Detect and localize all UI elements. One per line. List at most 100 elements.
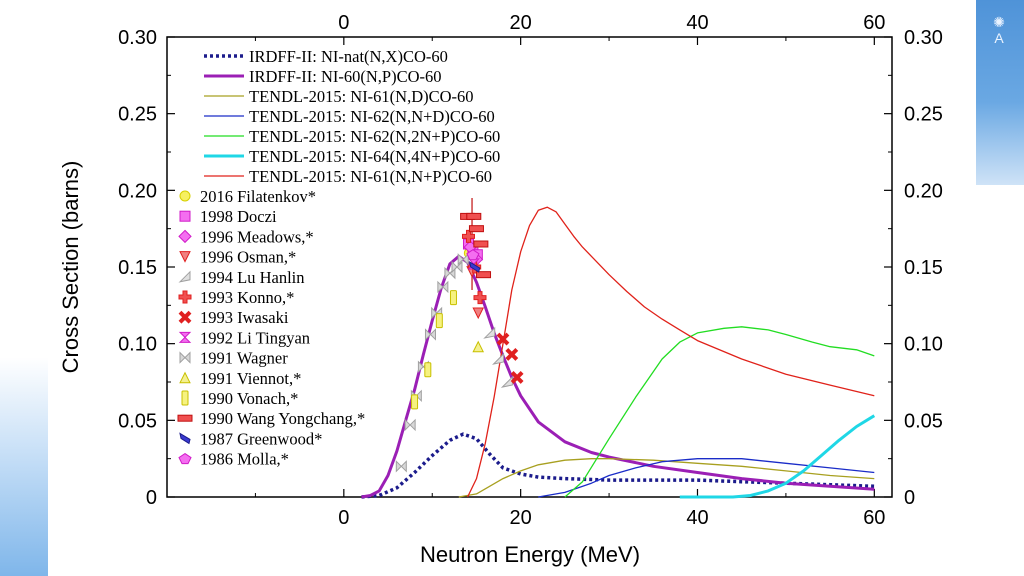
legend-experiment-label: 1990 Vonach,* [200, 389, 298, 408]
data-point [435, 313, 443, 329]
data-point [496, 332, 510, 346]
legend-experiment-label: 1992 Li Tingyan [200, 328, 310, 347]
x-tick-label-top: 0 [338, 12, 349, 34]
data-point [178, 290, 192, 304]
data-point [451, 260, 463, 274]
data-point [492, 352, 505, 365]
legend-experiment-label: 1996 Meadows,* [200, 227, 314, 246]
data-point [178, 331, 192, 343]
data-point [404, 418, 416, 432]
data-point [179, 432, 191, 445]
x-tick-label-bottom: 40 [686, 507, 708, 529]
y-tick-label-right: 0.30 [904, 27, 943, 49]
legend-experiment-label: 1993 Iwasaki [200, 308, 289, 327]
series-line [564, 326, 875, 498]
legend-experiment-label: 2016 Filatenkov* [200, 187, 316, 206]
y-tick-label-left: 0.30 [118, 27, 157, 49]
legend-experiment-label: 1996 Osman,* [200, 248, 296, 267]
data-point [457, 253, 469, 266]
data-point [179, 190, 191, 202]
data-point [510, 370, 524, 384]
logo-letter: A [994, 30, 1004, 46]
data-point [473, 291, 487, 305]
series-line [458, 458, 875, 498]
data-point [179, 251, 191, 263]
y-tick-label-right: 0.20 [904, 180, 943, 202]
legend-line-label: IRDFF-II: NI-nat(N,X)CO-60 [249, 47, 448, 66]
slide-right-edge: ✺ A [976, 0, 1024, 185]
data-point [177, 414, 193, 422]
legend-line-label: IRDFF-II: NI-60(N,P)CO-60 [249, 67, 442, 86]
y-tick-label-right: 0.15 [904, 257, 943, 279]
y-tick-label-left: 0.15 [118, 257, 157, 279]
x-tick-label-top: 60 [863, 12, 885, 34]
data-point [178, 229, 192, 244]
data-point [505, 347, 519, 361]
data-point [178, 310, 192, 324]
data-point [466, 212, 482, 220]
x-axis-label: Neutron Energy (MeV) [420, 542, 640, 567]
data-point [179, 210, 191, 222]
x-tick-label-top: 20 [510, 12, 532, 34]
data-point [411, 394, 419, 410]
legend-experiment-label: 1998 Doczi [200, 207, 277, 226]
data-point [179, 371, 191, 384]
axis-tick-labels: 0 0 20 20 40 40 60 60 0 0 0.05 0.05 0.10 0.10 0.15 0.15… [118, 12, 943, 529]
org-logo: ✺ A [982, 14, 1016, 80]
data-point [476, 271, 492, 279]
legend-line-label: TENDL-2015: NI-62(N,2N+P)CO-60 [249, 127, 500, 146]
slide-left-edge [0, 0, 48, 576]
data-point [181, 390, 189, 406]
evaluation-curves [361, 206, 876, 499]
data-point [178, 270, 191, 283]
legend-line-label: TENDL-2015: NI-62(N,N+D)CO-60 [249, 107, 495, 126]
y-tick-label-right: 0 [904, 487, 915, 509]
series-line [361, 432, 875, 499]
series-line [679, 414, 876, 499]
series-line [467, 206, 875, 498]
data-point [468, 260, 481, 273]
legend-line-label: TENDL-2015: NI-61(N,N+P)CO-60 [249, 167, 492, 186]
y-tick-label-right: 0.10 [904, 334, 943, 356]
data-point [483, 326, 496, 339]
legend-experiment-label: 1987 Greenwood* [200, 429, 322, 448]
data-point [500, 375, 513, 388]
series-line [538, 458, 875, 498]
data-point [461, 229, 475, 243]
y-tick-label-left: 0.05 [118, 410, 157, 432]
laurel-icon: ✺ [993, 14, 1005, 30]
data-point [178, 452, 192, 465]
data-point [472, 307, 485, 320]
legend-experiment-label: 1991 Viennot,* [200, 369, 301, 388]
y-tick-label-left: 0.25 [118, 104, 157, 126]
plot-frame [166, 36, 893, 498]
y-axis-label: Cross Section (barns) [58, 161, 83, 374]
y-tick-label-left: 0 [146, 487, 157, 509]
legend-experiment-label: 1991 Wagner [200, 349, 288, 368]
data-point [424, 362, 432, 378]
legend-line-label: TENDL-2015: NI-61(N,D)CO-60 [249, 87, 474, 106]
y-tick-label-right: 0.25 [904, 104, 943, 126]
y-tick-label-left: 0.10 [118, 334, 157, 356]
x-tick-label-bottom: 60 [863, 507, 885, 529]
legend-experiment-label: 1994 Lu Hanlin [200, 268, 305, 287]
data-point [473, 240, 489, 248]
y-tick-label-right: 0.05 [904, 410, 943, 432]
y-tick-label-left: 0.20 [118, 180, 157, 202]
data-point [179, 351, 191, 364]
legend-experiment-label: 1993 Konno,* [200, 288, 294, 307]
data-point [472, 340, 485, 353]
x-tick-label-bottom: 20 [510, 507, 532, 529]
legend-line-label: TENDL-2015: NI-64(N,4N+P)CO-60 [249, 147, 500, 166]
data-point [395, 460, 407, 473]
experimental-points [395, 198, 524, 473]
data-point [466, 249, 480, 261]
data-point [468, 225, 484, 233]
data-point [424, 328, 436, 341]
x-tick-label-bottom: 0 [338, 507, 349, 529]
legend-experiment-label: 1986 Molla,* [200, 450, 289, 469]
series-line [361, 254, 875, 499]
